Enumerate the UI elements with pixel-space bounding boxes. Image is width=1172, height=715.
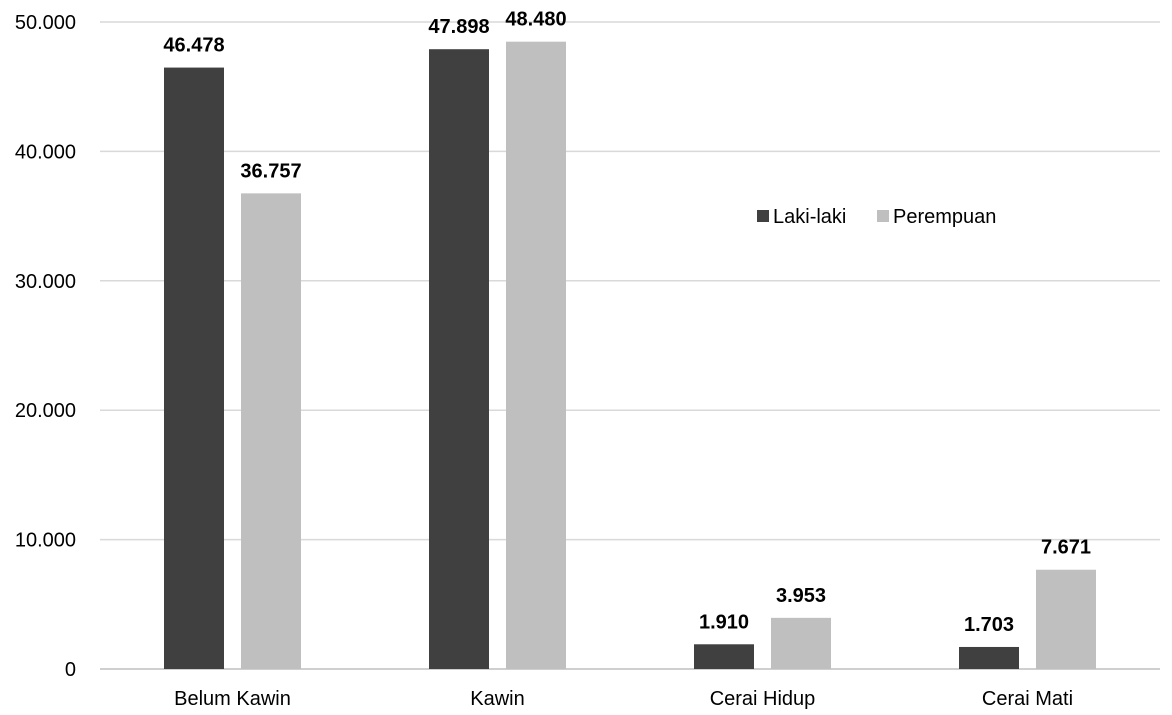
legend-label: Laki-laki xyxy=(773,206,846,228)
data-label: 3.953 xyxy=(776,585,826,607)
bar-laki-laki xyxy=(164,67,224,669)
y-tick-label: 40.000 xyxy=(15,141,76,163)
y-tick-label: 20.000 xyxy=(15,400,76,422)
bar-perempuan xyxy=(771,617,831,669)
data-labels: 46.478 36.757 47.898 48.480 1.910 3.953 1.703 7… xyxy=(163,9,1091,636)
category-label: Cerai Hidup xyxy=(710,688,816,710)
legend: Laki-laki Perempuan xyxy=(757,206,996,228)
bar-laki-laki xyxy=(694,644,754,669)
category-label: Belum Kawin xyxy=(174,688,291,710)
category-label: Kawin xyxy=(470,688,524,710)
bar-laki-laki xyxy=(429,49,489,669)
bar-laki-laki xyxy=(959,646,1019,669)
y-tick-label: 0 xyxy=(65,659,76,681)
legend-swatch xyxy=(757,210,769,222)
legend-swatch xyxy=(877,210,889,222)
bar-perempuan xyxy=(241,193,301,669)
bar-perempuan xyxy=(506,41,566,669)
data-label: 46.478 xyxy=(163,35,224,57)
bars xyxy=(164,41,1096,669)
category-label: Cerai Mati xyxy=(982,688,1073,710)
x-axis-categories: Belum Kawin Kawin Cerai Hidup Cerai Mati xyxy=(174,688,1073,710)
legend-label: Perempuan xyxy=(893,206,996,228)
y-tick-label: 10.000 xyxy=(15,530,76,552)
data-label: 47.898 xyxy=(428,16,489,38)
bar-perempuan xyxy=(1036,569,1096,669)
y-axis-ticks: 0 10.000 20.000 30.000 40.000 50.000 xyxy=(15,12,76,681)
data-label: 7.671 xyxy=(1041,537,1091,559)
y-tick-label: 30.000 xyxy=(15,271,76,293)
data-label: 48.480 xyxy=(505,9,566,31)
data-label: 36.757 xyxy=(240,160,301,182)
y-tick-label: 50.000 xyxy=(15,12,76,34)
data-label: 1.910 xyxy=(699,611,749,633)
data-label: 1.703 xyxy=(964,614,1014,636)
